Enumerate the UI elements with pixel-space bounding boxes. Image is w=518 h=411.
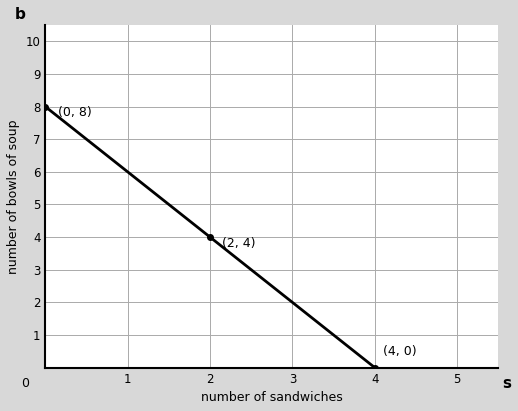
Text: (2, 4): (2, 4) <box>222 237 256 250</box>
Text: 0: 0 <box>21 377 28 390</box>
Text: (0, 8): (0, 8) <box>57 106 91 119</box>
Y-axis label: number of bowls of soup: number of bowls of soup <box>7 119 20 274</box>
Text: s: s <box>502 376 512 391</box>
Text: b: b <box>15 7 26 22</box>
Text: (4, 0): (4, 0) <box>383 344 416 358</box>
X-axis label: number of sandwiches: number of sandwiches <box>201 391 343 404</box>
